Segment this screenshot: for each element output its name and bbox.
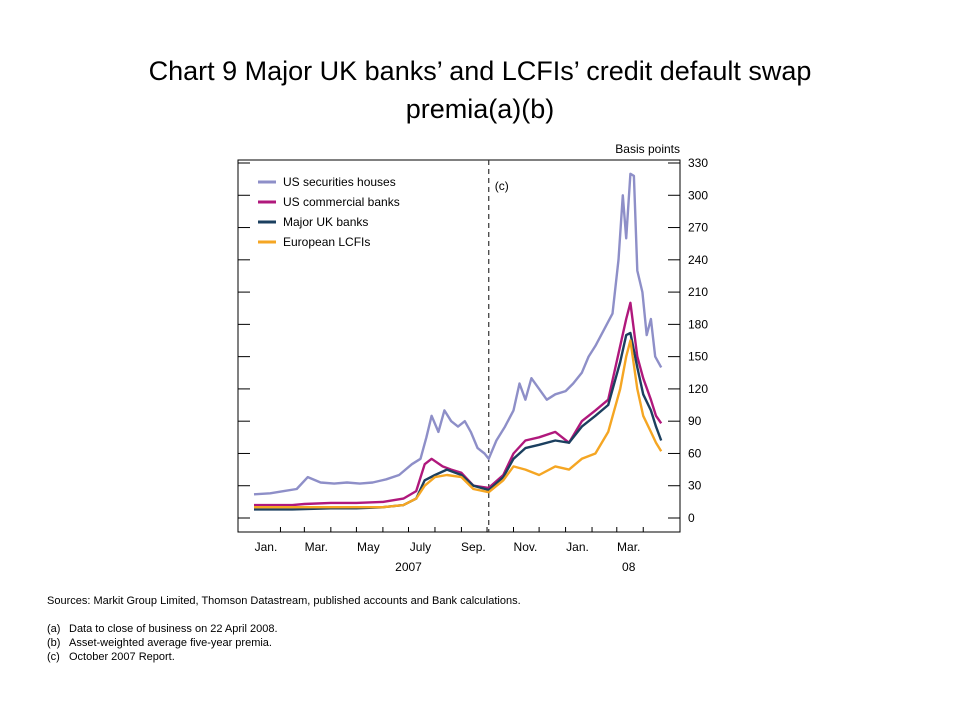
footnote-text: October 2007 Report.	[69, 651, 175, 663]
x-tick-label: Jan.	[255, 540, 278, 554]
y-tick-label: 240	[688, 253, 708, 267]
footnote-key: (c)	[47, 651, 60, 663]
y-tick-label: 300	[688, 188, 708, 202]
annotation-label: (c)	[495, 179, 509, 193]
series-line	[253, 172, 663, 496]
y-tick-label: 30	[688, 479, 702, 493]
x-tick-label: May	[357, 540, 380, 554]
page-title-line-2: premia(a)(b)	[405, 94, 555, 124]
legend-label: US securities houses	[283, 175, 396, 189]
legend-label: Major UK banks	[283, 215, 368, 229]
footnotes: (a) Data to close of business on 22 April…	[47, 622, 927, 664]
footnote: (a) Data to close of business on 22 April…	[47, 622, 927, 636]
footnote-key: (b)	[47, 637, 61, 649]
footnote-key: (a)	[47, 623, 61, 635]
y-tick-label: 150	[688, 350, 708, 364]
x-year-label: 2007	[395, 560, 422, 574]
series-line	[254, 301, 663, 507]
chart-notes: Sources: Markit Group Limited, Thomson D…	[47, 594, 927, 664]
series-line	[254, 331, 663, 511]
y-tick-label: 180	[688, 317, 708, 331]
y-tick-label: 330	[688, 156, 708, 170]
legend-label: US commercial banks	[283, 195, 400, 209]
y-tick-label: 120	[688, 382, 708, 396]
series-line	[254, 339, 663, 509]
y-tick-label: 60	[688, 446, 702, 460]
y-tick-label: 90	[688, 414, 702, 428]
footnote-text: Data to close of business on 22 April 20…	[69, 623, 278, 635]
y-tick-label: 270	[688, 221, 708, 235]
x-tick-label: Sep.	[461, 540, 486, 554]
plot-frame	[237, 159, 681, 533]
footnote: (c) October 2007 Report.	[47, 650, 927, 664]
footnote-text: Asset-weighted average five-year premia.	[69, 637, 272, 649]
y-axis-label: Basis points	[615, 142, 680, 156]
x-tick-label: Mar.	[617, 540, 640, 554]
x-tick-label: Jan.	[566, 540, 589, 554]
x-tick-label: Mar.	[305, 540, 328, 554]
sources-note: Sources: Markit Group Limited, Thomson D…	[47, 595, 521, 607]
x-tick-label: July	[410, 540, 431, 554]
x-tick-label: Nov.	[514, 540, 538, 554]
x-year-label: 08	[622, 560, 636, 574]
y-tick-label: 0	[688, 511, 695, 525]
y-tick-label: 210	[688, 285, 708, 299]
page-title-line-1: Chart 9 Major UK banks’ and LCFIs’ credi…	[148, 56, 812, 86]
page-title: Chart 9 Major UK banks’ and LCFIs’ credi…	[40, 52, 920, 128]
legend-label: European LCFIs	[283, 235, 370, 249]
footnote: (b) Asset-weighted average five-year prem…	[47, 636, 927, 650]
